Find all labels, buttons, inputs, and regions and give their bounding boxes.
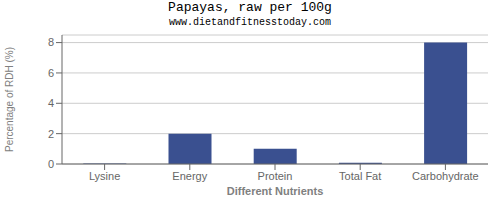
svg-text:2: 2 — [48, 128, 54, 140]
svg-text:Lysine: Lysine — [89, 170, 120, 182]
svg-text:0: 0 — [48, 158, 54, 170]
svg-text:Percentage of RDH (%): Percentage of RDH (%) — [8, 47, 15, 152]
svg-text:Carbohydrate: Carbohydrate — [412, 170, 479, 182]
svg-text:Energy: Energy — [172, 170, 207, 182]
svg-text:4: 4 — [48, 97, 54, 109]
svg-text:Protein: Protein — [258, 170, 293, 182]
html-text:Papayas, raw per 100g: Papayas, raw per 100g — [168, 0, 332, 15]
html-text:www.dietandfitnesstoday.com: www.dietandfitnesstoday.com — [169, 17, 331, 28]
svg-text:6: 6 — [48, 67, 54, 79]
svg-text:8: 8 — [48, 36, 54, 48]
svg-text:Different Nutrients: Different Nutrients — [227, 185, 324, 197]
svg-text:Total Fat: Total Fat — [339, 170, 381, 182]
